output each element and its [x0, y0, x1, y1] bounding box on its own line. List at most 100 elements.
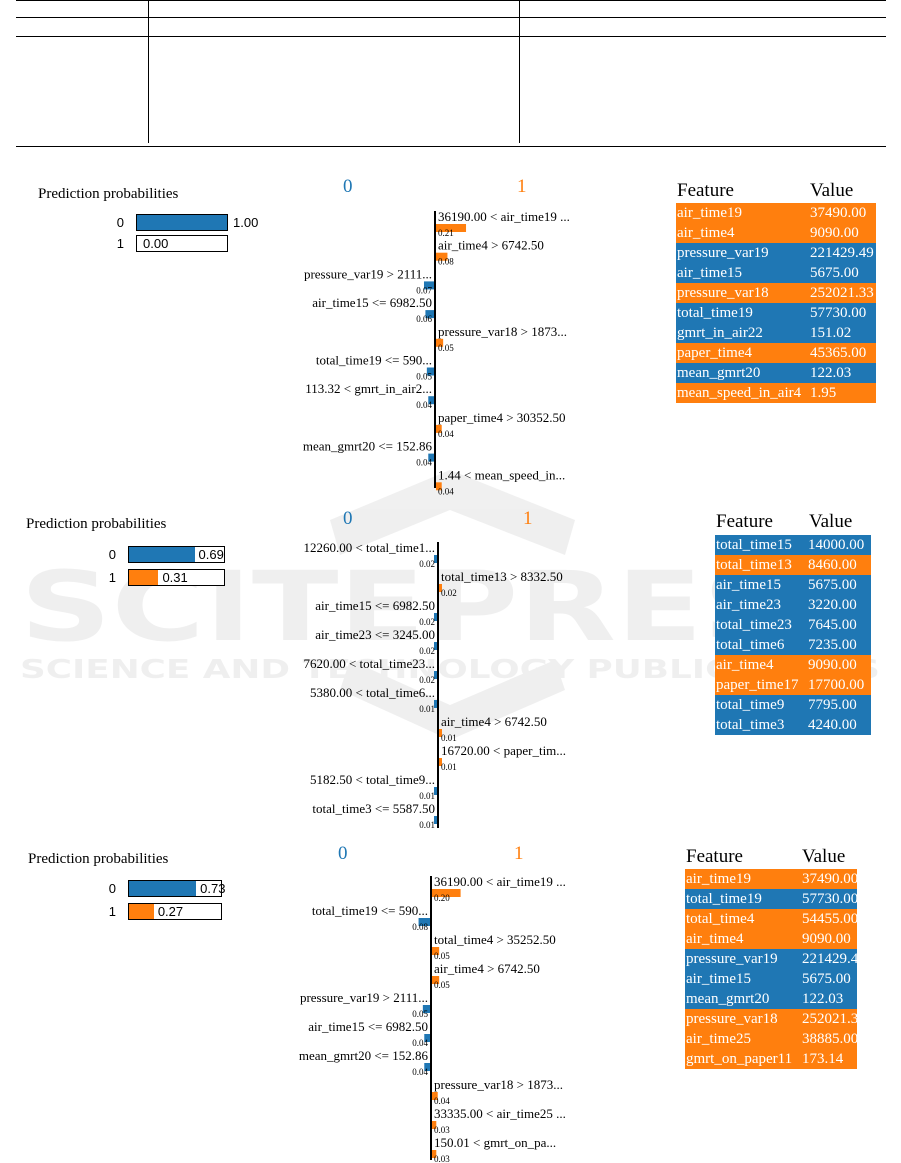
feature-value-cell: 4240.00 — [808, 717, 857, 733]
prob-value: 0.31 — [162, 570, 188, 585]
feature-value-cell: 252021.33 — [802, 1011, 866, 1027]
feature-condition-label: 33335.00 < air_time25 ... — [434, 1106, 566, 1121]
prob-bar — [128, 880, 222, 897]
feature-condition-label: air_time4 > 6742.50 — [438, 238, 544, 253]
feature-value-cell: 8460.00 — [808, 557, 857, 573]
prob-bar — [128, 569, 225, 586]
feature-condition-label: 1.44 < mean_speed_in... — [438, 467, 565, 482]
feature-row: total_time15 14000.00 — [715, 535, 871, 555]
feature-name-cell: total_time4 — [686, 911, 755, 927]
feature-row: paper_time4 45365.00 — [676, 343, 876, 363]
feature-row: total_time3 4240.00 — [715, 715, 871, 735]
prob-bar-fill — [129, 904, 154, 919]
weight-bar — [432, 976, 440, 984]
feature-row: total_time13 8460.00 — [715, 555, 871, 575]
weight-bar — [436, 252, 448, 261]
prob-value: 1.00 — [233, 215, 259, 230]
feature-name-cell: mean_gmrt20 — [677, 365, 761, 381]
weight-value-label: 0.04 — [434, 1096, 450, 1106]
feature-condition-label: 150.01 < gmrt_on_pa... — [434, 1135, 556, 1150]
feature-value-cell: 3220.00 — [808, 597, 857, 613]
feature-value-cell: 38885.00 — [802, 1031, 859, 1047]
feature-name-cell: air_time4 — [686, 931, 744, 947]
feature-row: total_time4 54455.00 — [685, 909, 859, 929]
watermark-arc-bottom — [340, 660, 565, 740]
feature-row: mean_gmrt20 122.03 — [685, 989, 857, 1009]
feature-row: air_time4 9090.00 — [715, 655, 871, 675]
weight-bar — [425, 310, 434, 319]
feature-condition-label: mean_gmrt20 <= 152.86 — [303, 439, 433, 454]
prob-bar — [128, 546, 225, 563]
weight-value-label: 0.21 — [438, 228, 454, 238]
feature-name-cell: pressure_var19 — [677, 245, 769, 261]
weight-bar — [423, 281, 434, 290]
feature-name-cell: paper_time4 — [677, 345, 752, 361]
feature-value-cell: 7645.00 — [808, 617, 857, 633]
weight-value-label: 0.01 — [419, 820, 435, 830]
prob-bar-fill — [129, 570, 159, 585]
feature-value-cell: 7235.00 — [808, 637, 857, 653]
feature-row: air_time19 37490.00 — [676, 203, 876, 223]
weight-value-label: 0.06 — [416, 314, 432, 324]
feature-row: pressure_var18 252021.33 — [676, 283, 876, 303]
feature-name-cell: pressure_var19 — [686, 951, 778, 967]
prob-class-label: 1 — [108, 570, 116, 585]
feature-name-cell: air_time4 — [677, 225, 735, 241]
value-column-header: Value — [810, 180, 854, 201]
weight-bar — [418, 918, 430, 926]
feature-row: air_time15 5675.00 — [676, 263, 876, 283]
feature-condition-label: air_time15 <= 6982.50 — [312, 295, 432, 310]
weight-value-label: 0.05 — [434, 951, 450, 961]
feature-column-header: Feature — [686, 846, 743, 867]
feature-name-cell: mean_speed_in_air4 — [677, 385, 802, 401]
feature-condition-label: 5182.50 < total_time9... — [310, 772, 435, 787]
prob-bar — [136, 235, 228, 252]
weight-bar — [428, 396, 434, 405]
feature-name-cell: air_time19 — [686, 871, 751, 887]
feature-value-cell: 37490.00 — [810, 205, 867, 221]
prob-class-label: 0 — [116, 215, 124, 230]
weight-value-label: 0.05 — [412, 1009, 428, 1019]
weight-bar — [434, 642, 437, 650]
feature-name-cell: air_time15 — [716, 577, 781, 593]
feature-condition-label: pressure_var18 > 1873... — [434, 1077, 563, 1092]
feature-value-cell: 1.95 — [810, 385, 837, 401]
weight-bar — [432, 1121, 437, 1129]
feature-row: mean_speed_in_air4 1.95 — [676, 383, 876, 403]
feature-value-cell: 252021.33 — [810, 285, 874, 301]
weight-value-label: 0.01 — [419, 791, 435, 801]
weight-bar — [432, 947, 440, 955]
feature-row: total_time19 57730.00 — [685, 889, 858, 909]
feature-name-cell: air_time23 — [716, 597, 781, 613]
prob-class-label: 0 — [108, 547, 116, 562]
weight-value-label: 0.02 — [419, 617, 435, 627]
weight-bar — [422, 1005, 430, 1013]
feature-condition-label: total_time3 <= 5587.50 — [312, 801, 435, 816]
feature-value-cell: 54455.00 — [802, 911, 859, 927]
feature-row: gmrt_on_paper11 173.14 — [685, 1049, 857, 1069]
feature-row: air_time15 5675.00 — [715, 575, 871, 595]
weight-value-label: 0.02 — [419, 559, 435, 569]
feature-condition-label: 16720.00 < paper_tim... — [441, 743, 566, 758]
feature-name-cell: total_time6 — [716, 637, 785, 653]
feature-row: total_time23 7645.00 — [715, 615, 871, 635]
feature-value-cell: 5675.00 — [802, 971, 851, 987]
prob-bar — [136, 214, 228, 231]
weight-value-label: 0.04 — [416, 458, 432, 468]
weight-value-label: 0.04 — [412, 1038, 428, 1048]
weight-bar — [432, 1092, 438, 1100]
prediction-probabilities-title: Prediction probabilities — [26, 516, 167, 532]
feature-condition-label: air_time4 > 6742.50 — [434, 961, 540, 976]
weight-bar — [428, 453, 434, 462]
weight-value-label: 0.01 — [441, 733, 457, 743]
feature-value-cell: 122.03 — [810, 365, 852, 381]
feature-value-cell: 173.14 — [802, 1051, 844, 1067]
feature-row: total_time19 57730.00 — [676, 303, 876, 323]
weight-bar — [424, 1063, 430, 1071]
weight-bar — [436, 424, 442, 433]
weight-bar — [434, 700, 437, 708]
weight-value-label: 0.04 — [438, 429, 454, 439]
weight-value-label: 0.03 — [434, 1125, 450, 1135]
